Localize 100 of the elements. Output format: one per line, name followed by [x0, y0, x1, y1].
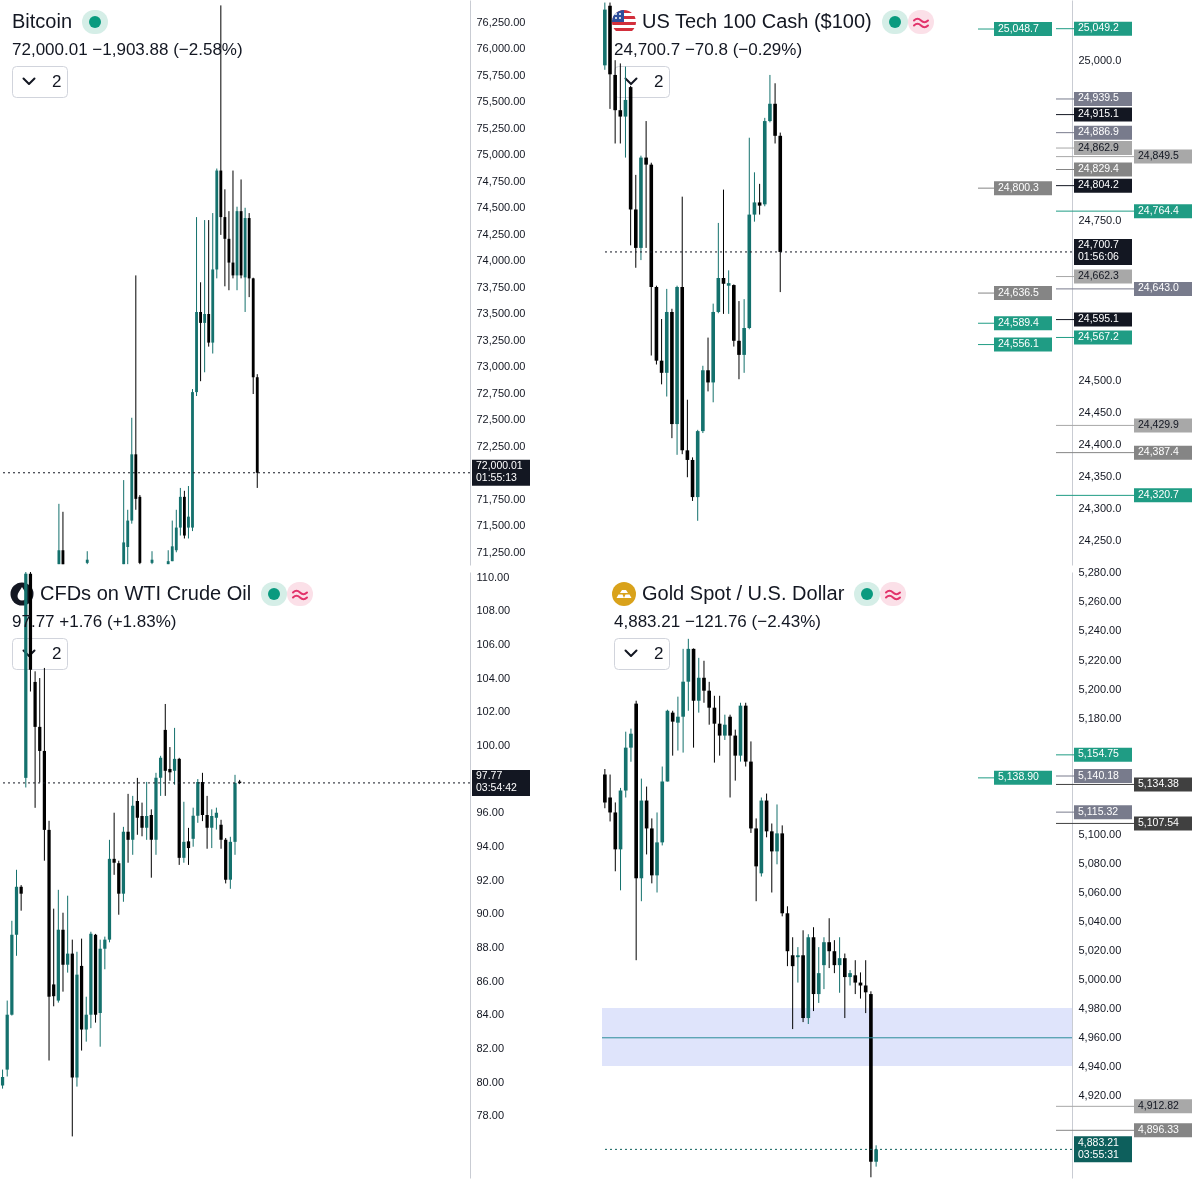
candlestick	[84, 996, 88, 1043]
ref-line-label: 24,915.1	[1078, 107, 1120, 120]
y-tick-label: 71,750.00	[476, 492, 526, 505]
ref-line-label: 5,154.75	[1078, 747, 1120, 760]
text: US Tech 100 Cash ($100)	[642, 10, 872, 32]
ref-line-label: 24,829.4	[1078, 162, 1120, 174]
candlestick	[733, 729, 738, 782]
candlestick	[122, 479, 126, 565]
text: Bitcoin	[12, 10, 73, 32]
candlestick	[728, 714, 732, 798]
y-tick-label: 78.00	[476, 1109, 505, 1122]
candlestick	[768, 74, 772, 123]
candlestick	[140, 802, 144, 837]
candlestick	[145, 781, 149, 841]
y-tick-label: 100.00	[476, 738, 511, 751]
y-tick-label: 5,200.00	[1078, 682, 1122, 695]
y-tick-label: 24,500.0	[1078, 374, 1122, 387]
candlestick	[66, 895, 70, 974]
candlestick	[757, 183, 762, 216]
candlestick	[723, 714, 727, 741]
candlestick	[191, 807, 195, 848]
y-tick-label: 73,500.00	[476, 307, 526, 320]
y-tick-label: 73,250.00	[476, 333, 526, 346]
ref-line-label: 24,700.7 01:56:06	[1078, 238, 1120, 263]
annotation: 2	[52, 72, 62, 91]
y-tick-label: 5,260.00	[1078, 595, 1122, 608]
ref-line-label: 24,567.2	[1078, 329, 1120, 342]
candlestick	[822, 936, 826, 990]
y-tick-label: 4,940.00	[1078, 1060, 1122, 1073]
candlestick	[223, 188, 227, 287]
y-tick-label: 72,500.00	[476, 413, 526, 426]
candlestick	[172, 727, 177, 786]
y-tick-label: 84.00	[476, 1008, 505, 1021]
candlestick	[629, 728, 633, 763]
candlestick	[796, 946, 800, 984]
candlestick	[696, 657, 701, 714]
y-tick-label: 24,450.0	[1078, 406, 1122, 419]
candlestick	[57, 503, 61, 565]
y-tick-label: 75,500.00	[476, 95, 526, 108]
y-tick-label: 76,250.00	[476, 15, 526, 28]
candlestick	[702, 660, 706, 704]
y-tick-label: 74,000.00	[476, 254, 526, 267]
y-tick-label: 5,040.00	[1078, 915, 1122, 928]
y-tick-label: 74,500.00	[476, 201, 526, 214]
ref-line-label: 97.77 03:54:42	[476, 769, 518, 794]
y-tick-label: 96.00	[476, 806, 505, 819]
y-tick-label: 71,500.00	[476, 519, 526, 532]
ref-line-label: 24,429.9	[1138, 417, 1180, 430]
y-tick-label: 5,000.00	[1078, 973, 1122, 986]
candlestick	[843, 953, 847, 1019]
candlestick	[199, 281, 203, 382]
y-tick-label: 5,220.00	[1078, 653, 1122, 666]
y-tick-label: 72,250.00	[476, 439, 526, 452]
candlestick	[874, 1144, 878, 1168]
y-tick-label: 71,250.00	[476, 545, 526, 558]
candlestick	[103, 936, 107, 970]
candlestick	[210, 808, 214, 849]
ref-line-label: 24,636.5	[998, 285, 1040, 298]
ref-line-label: 24,589.4	[998, 315, 1040, 328]
y-tick-label: 76,000.00	[476, 42, 526, 55]
y-tick-label: 5,240.00	[1078, 624, 1122, 637]
y-tick-label: 5,100.00	[1078, 827, 1122, 840]
candlestick	[618, 62, 623, 144]
candlestick	[676, 696, 680, 752]
y-tick-label: 24,250.0	[1078, 534, 1122, 547]
candlestick	[827, 917, 831, 969]
y-tick-label: 73,750.00	[476, 280, 526, 293]
y-tick-label: 92.00	[476, 873, 505, 886]
y-tick-label: 108.00	[476, 604, 511, 617]
candlestick	[19, 884, 23, 912]
y-tick-label: 5,060.00	[1078, 886, 1122, 899]
candlestick	[170, 520, 174, 562]
ref-line-label: 4,912.82	[1138, 1098, 1180, 1111]
y-tick-label: 106.00	[476, 637, 511, 650]
ref-line-label: 5,138.90	[998, 770, 1040, 783]
y-tick-label: 75,000.00	[476, 148, 526, 161]
ref-line-label: 24,849.5	[1138, 149, 1180, 162]
y-tick-label: 24,400.0	[1078, 438, 1122, 451]
text: 24,700.7 −70.8 (−0.29%)	[614, 40, 803, 59]
ref-line-label: 25,048.7	[998, 21, 1040, 34]
y-tick-label: 4,920.00	[1078, 1089, 1122, 1102]
ref-line-label: 4,883.21 03:55:31	[1078, 1135, 1120, 1160]
candlestick	[158, 755, 163, 797]
ref-line-label: 24,886.9	[1078, 125, 1120, 138]
y-tick-label: 110.00	[476, 570, 510, 583]
candlestick	[219, 819, 223, 850]
y-tick-label: 5,020.00	[1078, 944, 1122, 957]
ref-line-label: 24,595.1	[1078, 312, 1120, 325]
ref-line-label: 24,939.5	[1078, 91, 1120, 104]
y-tick-label: 5,180.00	[1078, 711, 1122, 724]
text: Gold Spot / U.S. Dollar	[642, 582, 845, 604]
ref-line-label: 24,643.0	[1138, 281, 1180, 294]
ref-line-label: 5,107.54	[1138, 815, 1180, 828]
candlestick	[214, 807, 219, 831]
y-tick-label: 102.00	[476, 705, 511, 718]
candlestick	[737, 300, 741, 380]
y-tick-label: 80.00	[476, 1075, 505, 1088]
y-tick-label: 24,300.0	[1078, 502, 1122, 515]
y-tick-label: 82.00	[476, 1041, 505, 1054]
candlestick	[816, 946, 821, 1004]
